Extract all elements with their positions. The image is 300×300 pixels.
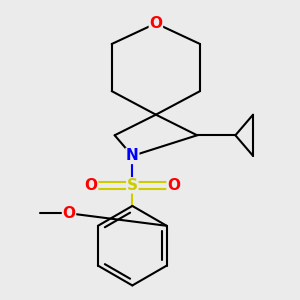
Text: O: O bbox=[62, 206, 76, 221]
Text: S: S bbox=[127, 178, 138, 193]
Text: N: N bbox=[126, 148, 139, 164]
Text: O: O bbox=[85, 178, 98, 193]
Text: O: O bbox=[149, 16, 162, 31]
Text: O: O bbox=[167, 178, 180, 193]
